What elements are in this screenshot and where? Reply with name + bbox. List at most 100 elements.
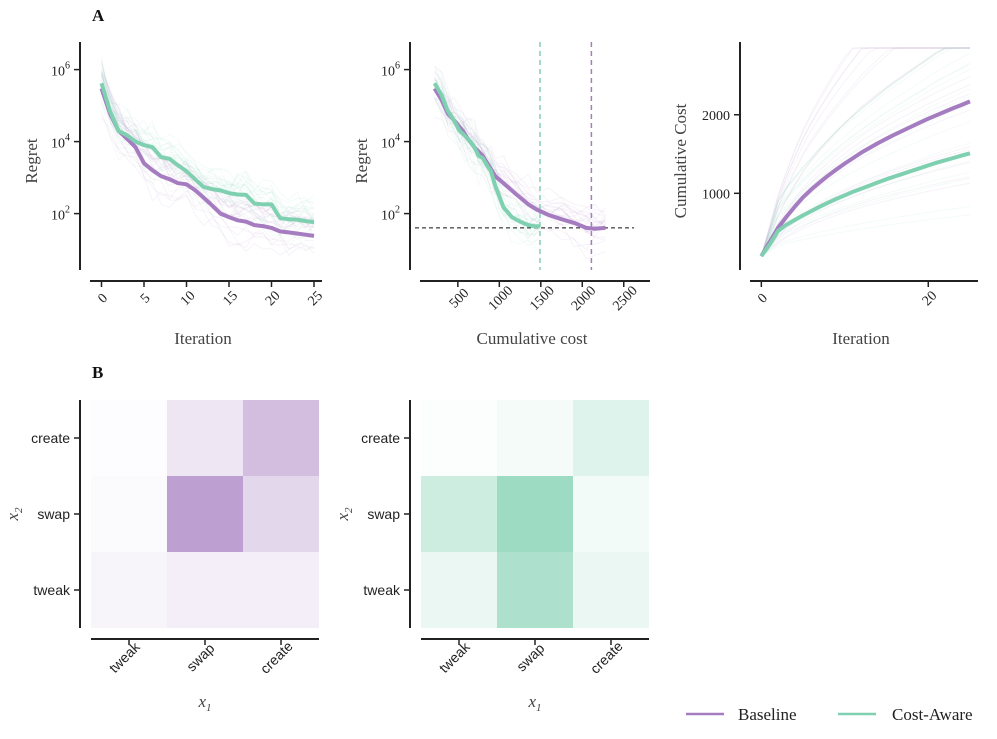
heatmap-cell-tweak-swap xyxy=(91,476,167,552)
panel-label-a: A xyxy=(92,6,105,25)
trajectory-cost-aware xyxy=(434,98,541,242)
trajectory-cost-aware xyxy=(760,68,971,257)
trajectory-baseline xyxy=(434,71,606,228)
trajectory-cost-aware xyxy=(434,96,541,247)
trajectory-cost-aware xyxy=(760,103,971,257)
trajectory-cost-aware xyxy=(101,73,315,214)
heatmap-cell-swap-swap xyxy=(167,476,243,552)
x-axis-label: Iteration xyxy=(832,329,890,348)
y-tick-label: 1000 xyxy=(702,187,730,202)
x-tick-label: 0 xyxy=(95,291,111,307)
trajectory-cost-aware xyxy=(760,52,971,257)
trajectory-cost-aware xyxy=(434,77,541,233)
y-tick-label: swap xyxy=(367,506,400,522)
trajectory-baseline xyxy=(434,83,606,225)
series-line-cost-aware xyxy=(99,82,315,225)
cost-aware-heatmap: tweak swap create create swap tweak x1 x2 xyxy=(333,400,649,714)
trajectory-baseline xyxy=(101,72,315,232)
heatmap-cell-create-tweak xyxy=(573,552,649,628)
trajectory-cost-aware xyxy=(101,83,315,221)
heatmap-cell-tweak-tweak xyxy=(91,552,167,628)
trajectory-baseline xyxy=(101,101,315,252)
legend: Baseline Cost-Aware xyxy=(686,705,973,724)
heatmap-cell-create-create xyxy=(573,400,649,476)
x-tick-label: 500 xyxy=(447,286,472,311)
x-tick-label: create xyxy=(257,638,296,677)
trajectory-cost-aware xyxy=(434,89,541,236)
trajectory-cost-aware xyxy=(760,63,971,257)
trajectory-cost-aware xyxy=(434,67,541,226)
trajectory-baseline xyxy=(434,79,606,221)
heatmap-cell-create-swap xyxy=(573,476,649,552)
regret-vs-iteration-chart: 0 5 10 15 20 25 102 104 106 Iteration Regret xyxy=(22,42,326,348)
y-tick-label: 104 xyxy=(51,133,70,152)
y-axis-label: x2 xyxy=(3,507,25,522)
y-axis-label: x2 xyxy=(333,507,355,522)
trajectory-cost-aware xyxy=(760,88,971,257)
background-trajectories xyxy=(760,47,971,257)
series-line-baseline xyxy=(99,87,315,238)
trajectory-cost-aware xyxy=(760,142,971,257)
y-axis-label: Regret xyxy=(22,138,41,184)
trajectory-baseline xyxy=(101,93,315,246)
trajectory-baseline xyxy=(760,47,970,257)
trajectory-cost-aware xyxy=(101,56,315,212)
x-tick-label: 1500 xyxy=(527,284,557,314)
trajectory-baseline xyxy=(434,85,606,232)
trajectory-baseline xyxy=(760,75,971,257)
y-axis-label: Cumulative Cost xyxy=(671,103,690,218)
trajectory-cost-aware xyxy=(760,178,971,257)
baseline-heatmap: tweak swap create create swap tweak x1 x2 xyxy=(3,400,319,714)
x-tick-label: create xyxy=(587,638,626,677)
trajectory-cost-aware xyxy=(101,59,315,210)
x-tick-label: swap xyxy=(183,640,218,675)
heatmap-cell-create-swap xyxy=(243,476,319,552)
trajectory-baseline xyxy=(101,117,315,256)
trajectory-cost-aware xyxy=(434,77,541,228)
y-tick-label: create xyxy=(31,430,70,446)
panel-label-b: B xyxy=(92,363,103,382)
x-tick-label: 20 xyxy=(263,289,284,310)
x-tick-label: 20 xyxy=(920,289,941,310)
heatmap-cell-swap-create xyxy=(497,400,573,476)
trajectory-cost-aware xyxy=(101,83,315,219)
series-line-baseline xyxy=(759,99,971,258)
background-trajectories xyxy=(434,65,606,260)
x-tick-label: 10 xyxy=(178,289,199,310)
trajectory-cost-aware xyxy=(760,47,970,257)
x-tick-label: tweak xyxy=(436,638,474,676)
x-tick-label: tweak xyxy=(106,638,144,676)
trajectory-baseline xyxy=(101,112,315,256)
trajectory-baseline xyxy=(434,84,606,224)
y-tick-label: 106 xyxy=(381,61,400,80)
trajectory-cost-aware xyxy=(101,71,315,222)
x-tick-label: 2500 xyxy=(610,284,640,314)
trajectory-cost-aware xyxy=(101,70,315,221)
y-tick-label: 102 xyxy=(381,205,400,224)
trajectory-cost-aware xyxy=(434,67,541,219)
trajectory-cost-aware xyxy=(760,47,970,257)
y-tick-label: 102 xyxy=(51,205,70,224)
trajectory-cost-aware xyxy=(101,73,315,222)
x-axis-label: Iteration xyxy=(174,329,232,348)
trajectory-baseline xyxy=(760,47,970,257)
y-tick-label: swap xyxy=(37,506,70,522)
y-tick-label: create xyxy=(361,430,400,446)
trajectory-baseline xyxy=(760,47,970,257)
trajectory-baseline xyxy=(434,84,606,234)
heatmap-cell-swap-swap xyxy=(497,476,573,552)
trajectory-baseline xyxy=(434,65,606,217)
trajectory-cost-aware xyxy=(101,98,315,251)
trajectory-baseline xyxy=(760,161,971,257)
regret-vs-cost-chart: 500 1000 1500 2000 2500 102 104 106 Cumulative c… xyxy=(352,42,650,348)
x-tick-label: 0 xyxy=(755,291,771,307)
x-tick-label: 2000 xyxy=(569,284,599,314)
trajectory-cost-aware xyxy=(434,97,541,249)
y-tick-label: 104 xyxy=(381,133,400,152)
y-tick-label: 2000 xyxy=(702,109,730,124)
trajectory-cost-aware xyxy=(760,47,970,257)
trajectory-baseline xyxy=(760,84,971,257)
trajectory-cost-aware xyxy=(760,47,970,257)
heatmap-cell-tweak-create xyxy=(91,400,167,476)
